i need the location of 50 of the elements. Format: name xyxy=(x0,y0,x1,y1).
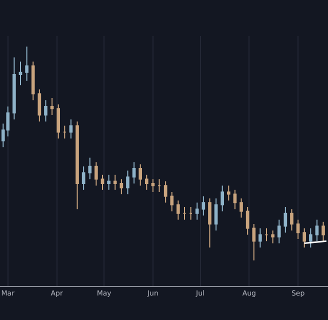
candlestick xyxy=(132,162,136,184)
candlestick xyxy=(88,157,92,180)
candlestick xyxy=(158,178,161,192)
candlestick xyxy=(208,198,212,248)
candlestick xyxy=(202,196,206,216)
candlestick xyxy=(290,208,294,231)
candlestick xyxy=(56,104,60,140)
candlestick xyxy=(240,198,243,218)
candlestick xyxy=(126,170,130,195)
candlestick xyxy=(38,88,42,122)
candlestick xyxy=(82,166,86,190)
candlestick xyxy=(315,219,319,242)
candlestick xyxy=(113,174,117,190)
candlestick xyxy=(100,174,104,190)
candlestick xyxy=(144,174,148,190)
candlestick xyxy=(25,46,28,82)
candlestick xyxy=(284,206,288,234)
candlestick xyxy=(296,219,300,240)
candlestick xyxy=(277,219,281,244)
candlestick xyxy=(264,228,268,242)
candlestick xyxy=(151,178,155,192)
candlestick xyxy=(94,162,98,186)
candlestick xyxy=(226,185,230,202)
candlestick xyxy=(12,56,16,120)
candlestick xyxy=(195,202,199,220)
candlestick xyxy=(322,221,325,242)
candlestick xyxy=(252,224,256,261)
candlestick xyxy=(50,97,54,116)
candlestick xyxy=(182,206,186,220)
candlestick xyxy=(189,206,192,220)
candlestick xyxy=(107,174,110,190)
candlestick xyxy=(302,228,306,248)
candlestick xyxy=(44,100,48,122)
candlestick xyxy=(271,230,274,244)
candlestick xyxy=(214,198,218,231)
candlestick xyxy=(69,118,73,140)
candlestick xyxy=(220,185,224,212)
candlestick xyxy=(120,178,124,195)
candlestick xyxy=(76,120,79,210)
candlestick xyxy=(308,228,312,248)
candlestick xyxy=(164,180,168,204)
candlestick xyxy=(138,164,142,186)
candlestick xyxy=(18,61,22,86)
candlestick xyxy=(62,125,66,140)
candlestick xyxy=(246,206,250,236)
candlestick xyxy=(170,191,174,212)
candlestick xyxy=(233,189,237,210)
candlestick xyxy=(31,61,35,101)
candlestick xyxy=(176,200,180,220)
candlestick xyxy=(258,228,262,248)
